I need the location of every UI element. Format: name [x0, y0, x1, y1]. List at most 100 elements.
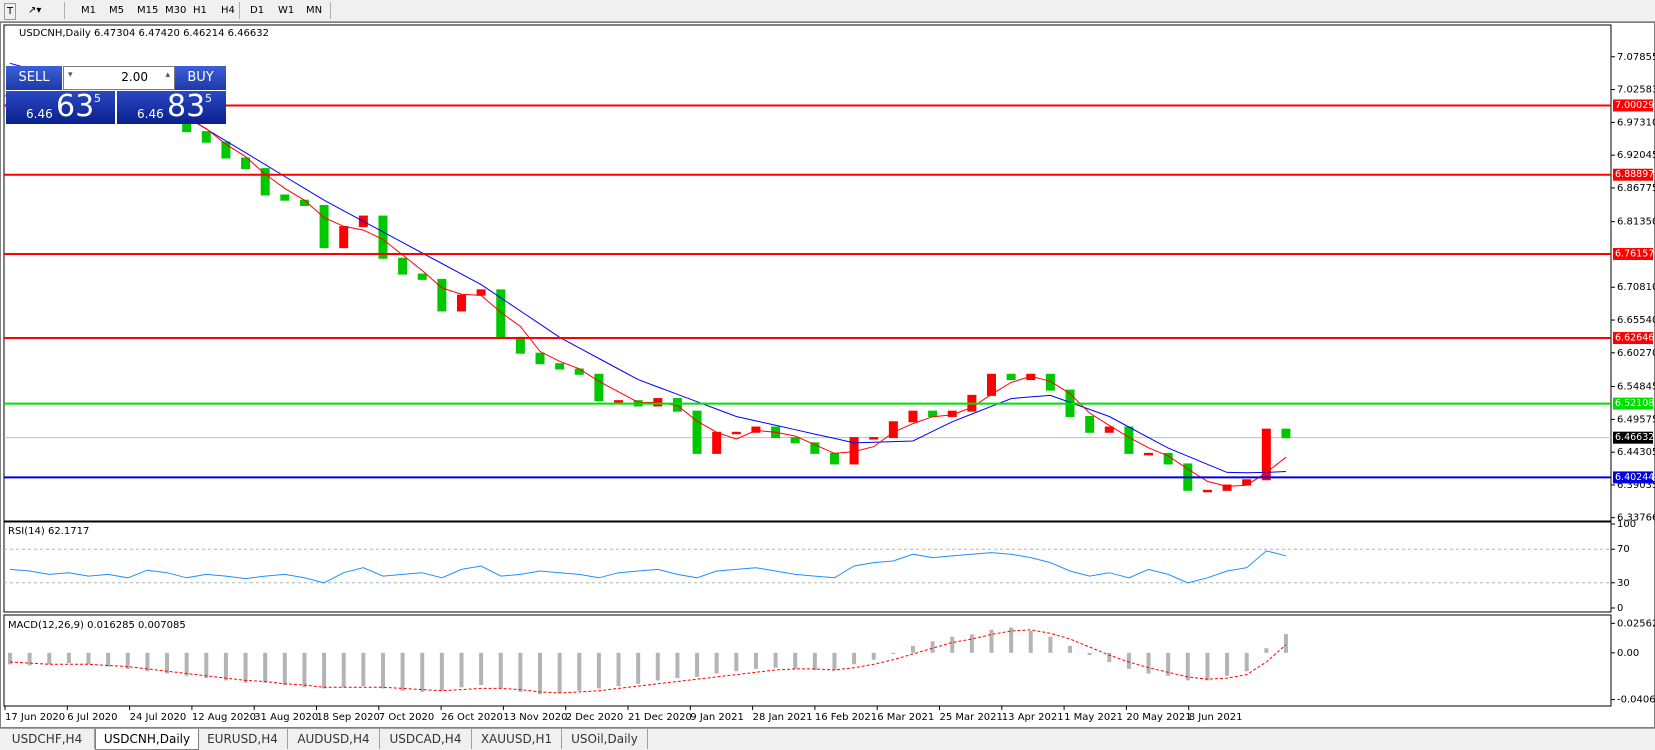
chart-tab[interactable]: EURUSD,H4: [198, 729, 288, 749]
candle: [1045, 373, 1055, 391]
ask-quote[interactable]: 6.46 83 5: [117, 89, 226, 124]
chart-tab[interactable]: USDCNH,Daily: [95, 729, 199, 750]
macd-bar: [1068, 645, 1073, 653]
buy-button[interactable]: BUY: [175, 66, 226, 90]
ask-pips: 83: [167, 89, 206, 124]
macd-bar: [1264, 648, 1269, 653]
timeframe-button[interactable]: D1: [250, 5, 265, 16]
macd-bar: [655, 652, 660, 681]
candle: [888, 421, 898, 439]
x-tick-label: 2 Dec 2020: [566, 712, 624, 723]
macd-bar: [459, 652, 464, 688]
y-tick-label: 6.44305: [1617, 447, 1655, 458]
chart-background: [0, 22, 1655, 728]
candle: [1144, 452, 1154, 456]
timeframe-button[interactable]: M30: [165, 5, 187, 16]
macd-bar: [871, 652, 876, 660]
macd-bar: [969, 634, 974, 653]
x-tick-label: 25 Mar 2021: [940, 712, 1003, 723]
level-label: 6.62646: [1615, 333, 1654, 344]
y-tick-label: 6.81350: [1617, 217, 1655, 228]
ask-big-figure: 6.46: [137, 107, 164, 121]
level-label: 6.76157: [1615, 248, 1654, 259]
y-tick-label: 6.60270: [1617, 348, 1655, 359]
current-price-box: [1613, 431, 1653, 444]
bid-quote[interactable]: 6.46 63 5: [6, 89, 115, 124]
chart-tab[interactable]: USDCHF,H4: [0, 729, 95, 749]
y-tick-label: 0.025623: [1617, 618, 1655, 629]
macd-bar: [1283, 634, 1288, 653]
candle: [398, 257, 408, 275]
macd-bar: [518, 652, 523, 692]
level-label: 6.52108: [1615, 398, 1654, 409]
macd-bar: [86, 652, 91, 665]
candle: [594, 373, 604, 402]
tab-bar: USDCHF,H4 USDCNH,Daily EURUSD,H4 AUDUSD,H4 U…: [0, 728, 1655, 750]
level-label-box: [1613, 332, 1653, 345]
candle: [280, 194, 290, 201]
timeframe-button[interactable]: MN: [306, 5, 323, 16]
text-tool[interactable]: T: [4, 3, 16, 20]
macd-bar: [106, 652, 111, 667]
timeframe-button[interactable]: H4: [221, 5, 235, 16]
chart-tab[interactable]: USDCAD,H4: [380, 729, 472, 749]
chart-tab[interactable]: AUDUSD,H4: [288, 729, 380, 749]
sell-button[interactable]: SELL: [6, 66, 62, 90]
candle: [908, 410, 918, 423]
chart-window: USDCNH,Daily 6.47304 6.47420 6.46214 6.4…: [0, 22, 1655, 728]
y-tick-label: 6.54845: [1617, 382, 1655, 393]
candle: [1104, 426, 1114, 433]
separator: [239, 2, 240, 19]
lot-down[interactable]: ▾: [68, 70, 73, 80]
macd-panel: [3, 614, 1612, 707]
chart-tab[interactable]: XAUUSD,H1: [472, 729, 562, 749]
y-tick-label: 7.07855: [1617, 52, 1655, 63]
y-tick-label: 6.92045: [1617, 150, 1655, 161]
lot-up[interactable]: ▴: [165, 70, 170, 80]
x-tick-label: 31 Aug 2020: [254, 712, 318, 723]
macd-bar: [596, 652, 601, 689]
level-label: 6.88897: [1615, 169, 1654, 180]
macd-bar: [145, 652, 150, 672]
macd-bar: [420, 652, 425, 692]
macd-bar: [1048, 636, 1053, 653]
macd-bar: [675, 652, 680, 679]
x-tick-label: 9 Jan 2021: [690, 712, 744, 723]
macd-bar: [1107, 652, 1112, 662]
macd-bar: [400, 652, 405, 691]
candle: [790, 437, 800, 444]
macd-bar: [753, 652, 758, 669]
macd-bar: [1146, 652, 1151, 674]
separator: [64, 2, 65, 19]
y-tick-label: 70: [1617, 544, 1630, 555]
y-tick-label: 6.33766: [1617, 513, 1655, 524]
timeframe-button[interactable]: M15: [137, 5, 159, 16]
macd-bar: [950, 636, 955, 653]
candle: [417, 273, 427, 280]
timeframe-button[interactable]: W1: [278, 5, 295, 16]
cursor-tool[interactable]: ↗▾: [28, 5, 42, 16]
y-tick-label: 6.65540: [1617, 315, 1655, 326]
timeframe-button[interactable]: H1: [193, 5, 207, 16]
x-tick-label: 26 Oct 2020: [441, 712, 503, 723]
x-tick-label: 21 Dec 2020: [628, 712, 692, 723]
timeframe-button[interactable]: M5: [109, 5, 124, 16]
candle: [437, 278, 447, 312]
current-price-label: 6.46632: [1615, 432, 1654, 443]
x-tick-label: 13 Apr 2021: [1002, 712, 1064, 723]
chart-header: USDCNH,Daily 6.47304 6.47420 6.46214 6.4…: [19, 28, 269, 39]
candle: [456, 294, 466, 312]
macd-bar: [263, 652, 268, 683]
chart-tab[interactable]: USOil,Daily: [562, 729, 648, 749]
y-tick-label: 6.70810: [1617, 282, 1655, 293]
candle: [339, 226, 349, 249]
candle: [378, 215, 388, 259]
macd-bar: [989, 629, 994, 653]
x-tick-label: 1 May 2021: [1064, 712, 1123, 723]
macd-bar: [8, 652, 12, 665]
macd-bar: [695, 652, 700, 677]
y-tick-label: 30: [1617, 578, 1630, 589]
timeframe-button[interactable]: M1: [81, 5, 96, 16]
candle: [731, 431, 741, 435]
lot-input[interactable]: ▾ 2.00 ▴: [63, 66, 175, 90]
